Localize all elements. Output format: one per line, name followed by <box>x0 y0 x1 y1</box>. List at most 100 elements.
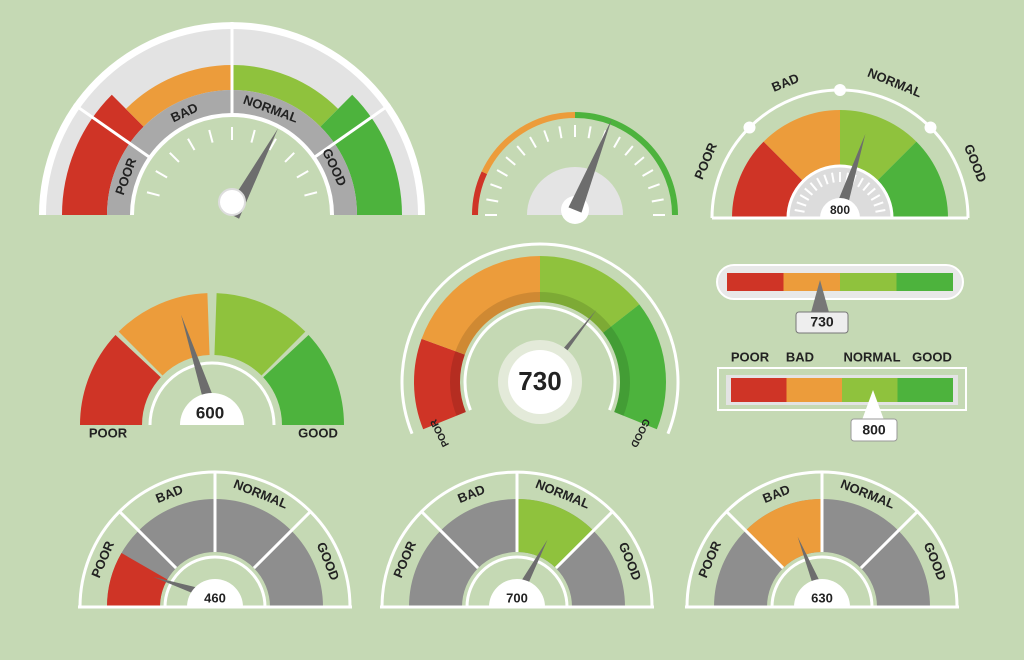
tick <box>624 145 634 156</box>
tick <box>558 126 563 139</box>
bar-frame <box>717 367 967 411</box>
value-badge <box>850 418 898 442</box>
active-segment <box>517 499 594 569</box>
segment <box>215 499 292 569</box>
segment <box>263 334 344 425</box>
value-badge <box>508 350 572 414</box>
segment <box>214 293 306 376</box>
divider <box>420 510 480 570</box>
divider <box>859 510 919 570</box>
gauge-value: 800 <box>830 203 850 217</box>
bar-segment <box>842 378 898 402</box>
divider <box>725 510 785 570</box>
gauge-value: 460 <box>204 590 226 605</box>
tick <box>169 152 180 163</box>
tick <box>873 201 884 207</box>
tick <box>187 138 196 151</box>
inner-arc <box>786 164 894 219</box>
gauge-face <box>132 115 332 215</box>
bar-label: POOR <box>731 349 770 364</box>
segment <box>732 141 805 218</box>
tick <box>866 187 876 196</box>
tick <box>823 174 829 185</box>
active-segment <box>107 553 168 607</box>
divider <box>313 103 391 159</box>
inner-arc <box>463 305 617 411</box>
pointer <box>862 390 884 420</box>
segment <box>714 530 784 607</box>
gauge-value: 630 <box>811 590 833 605</box>
needle <box>834 134 866 214</box>
segment <box>555 530 625 607</box>
tick <box>208 129 214 143</box>
divider <box>554 510 614 570</box>
segment <box>62 94 144 215</box>
tick <box>816 177 823 188</box>
segment <box>409 530 479 607</box>
arc <box>472 171 488 216</box>
tick <box>496 169 508 177</box>
segment <box>232 65 339 127</box>
segment <box>125 65 232 127</box>
bar-value: 800 <box>862 422 886 438</box>
value-badge <box>187 579 243 607</box>
segment <box>603 304 666 430</box>
value-badge <box>794 579 850 607</box>
value-badge <box>820 198 860 218</box>
gauge-value: 700 <box>506 590 528 605</box>
bar-segment <box>896 273 953 291</box>
marker-dot <box>743 121 756 134</box>
pointer <box>810 280 830 316</box>
segment <box>440 499 517 569</box>
segment <box>860 530 930 607</box>
tick <box>284 152 295 163</box>
inner-arc <box>465 555 569 608</box>
gauge-hub <box>788 166 892 218</box>
bar-segment <box>897 378 953 402</box>
tick <box>250 129 256 143</box>
segment <box>822 499 899 569</box>
needle-hub <box>218 188 246 216</box>
tick <box>516 145 526 156</box>
segment <box>414 338 466 430</box>
tick <box>831 172 835 183</box>
tick <box>862 182 871 192</box>
gauge-label: POOR <box>89 425 128 440</box>
tick <box>651 198 664 203</box>
tick <box>642 169 654 177</box>
bar-segment <box>727 273 784 291</box>
gauge-value: 730 <box>518 366 561 396</box>
arc <box>481 112 576 175</box>
tick <box>529 136 537 148</box>
segment <box>421 256 540 355</box>
tick <box>490 183 503 190</box>
bar-segment <box>786 378 842 402</box>
tick <box>634 156 645 166</box>
tick <box>613 136 621 148</box>
segment <box>253 530 323 607</box>
segment <box>138 499 215 569</box>
tick <box>875 209 886 213</box>
segment <box>540 256 640 333</box>
tick <box>543 130 550 143</box>
gauge-hub <box>527 167 623 215</box>
tick <box>870 194 881 201</box>
inner-arc <box>148 361 276 426</box>
tick <box>155 170 168 179</box>
tick <box>647 183 660 190</box>
bar-label: GOOD <box>912 349 952 364</box>
tick <box>857 177 864 188</box>
tick <box>304 191 318 197</box>
needle <box>568 119 612 213</box>
marker-dot <box>834 84 846 96</box>
bar-label: NORMAL <box>843 349 900 364</box>
divider <box>252 510 312 570</box>
tick <box>794 209 805 213</box>
inner-arc <box>163 555 267 608</box>
label-band <box>107 90 357 215</box>
divider <box>118 510 178 570</box>
bar-label: BAD <box>786 349 814 364</box>
bar-value: 730 <box>810 314 834 330</box>
tick <box>809 182 818 192</box>
